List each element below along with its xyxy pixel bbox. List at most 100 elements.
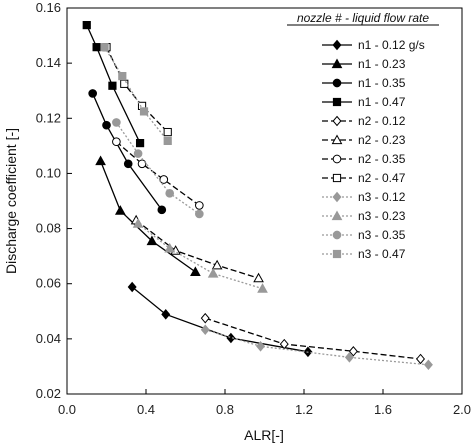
x-tick-label: 2.0 — [453, 402, 471, 417]
data-point — [95, 155, 106, 166]
legend-label: n2 - 0.23 — [358, 133, 406, 147]
y-tick-label: 0.06 — [36, 276, 61, 291]
y-tick-label: 0.02 — [36, 386, 61, 401]
data-point — [127, 281, 137, 293]
data-point — [165, 188, 175, 198]
x-tick-label: 0.8 — [216, 402, 234, 417]
data-point — [100, 43, 109, 52]
legend-label: n3 - 0.12 — [358, 190, 406, 204]
series-11 — [100, 43, 172, 145]
data-point — [92, 43, 101, 52]
y-tick-label: 0.10 — [36, 165, 61, 180]
data-point — [139, 107, 149, 116]
data-point — [108, 81, 117, 90]
data-point — [163, 136, 172, 145]
x-axis: 0.0 0.4 0.8 1.2 1.6 2.0 — [58, 389, 471, 417]
data-point — [137, 159, 147, 169]
plot-area — [66, 7, 463, 395]
data-point — [163, 127, 172, 137]
legend-title: nozzle # - liquid flow rate — [297, 11, 429, 25]
data-point — [118, 72, 127, 81]
data-point — [348, 345, 358, 357]
legend-marker — [332, 249, 342, 259]
x-tick-label: 1.6 — [374, 402, 392, 417]
x-tick-label: 0.0 — [58, 402, 76, 417]
data-point — [256, 341, 266, 352]
data-point — [211, 259, 223, 270]
y-tick-label: 0.16 — [36, 0, 61, 15]
legend-marker — [332, 115, 342, 127]
series-line — [86, 24, 141, 144]
data-point — [102, 120, 111, 130]
data-point — [88, 89, 98, 98]
data-point — [82, 20, 91, 30]
legend-marker — [332, 191, 342, 203]
legend-label: n1 - 0.35 — [358, 76, 406, 90]
y-tick-label: 0.14 — [36, 55, 61, 70]
legend-label: n2 - 0.47 — [358, 171, 406, 185]
x-tick-label: 0.4 — [137, 402, 155, 417]
legend-item: n2 - 0.35 — [322, 152, 406, 166]
data-point — [416, 353, 426, 365]
data-point — [135, 139, 145, 148]
data-point — [423, 359, 433, 371]
legend-marker — [331, 58, 343, 69]
data-point — [132, 218, 144, 228]
data-point — [112, 137, 121, 147]
x-tick-label: 1.2 — [295, 402, 313, 417]
legend-marker — [332, 154, 342, 164]
series-4 — [200, 312, 426, 365]
legend-label: n2 - 0.35 — [358, 152, 406, 166]
data-point — [123, 159, 133, 169]
legend-marker — [332, 39, 342, 51]
legend-item: n2 - 0.12 — [322, 114, 406, 128]
data-point — [114, 205, 126, 215]
data-point — [253, 272, 264, 283]
legend-marker — [332, 78, 342, 88]
legend-label: n3 - 0.47 — [358, 247, 406, 261]
y-tick-label: 0.12 — [36, 110, 61, 125]
legend-marker — [332, 173, 342, 183]
data-point — [190, 266, 201, 276]
data-point — [200, 312, 210, 324]
series-8 — [200, 324, 433, 371]
legend-label: n3 - 0.23 — [358, 209, 406, 223]
legend-item: n1 - 0.35 — [322, 76, 406, 90]
legend-item: n1 - 0.12 g/s — [322, 38, 425, 52]
legend-item: n3 - 0.23 — [322, 209, 406, 223]
series-line — [137, 223, 263, 290]
data-point — [200, 324, 210, 336]
series-line — [103, 46, 169, 142]
series-line — [131, 286, 309, 353]
data-point — [120, 79, 129, 88]
data-point — [146, 235, 158, 246]
y-tick-label: 0.04 — [36, 331, 61, 346]
legend-item: n3 - 0.12 — [322, 190, 406, 204]
series-10 — [112, 118, 204, 219]
legend: nozzle # - liquid flow rate n1 - 0.12 g/… — [287, 11, 439, 261]
legend-item: n1 - 0.23 — [322, 57, 406, 71]
legend-label: n3 - 0.35 — [358, 228, 406, 242]
y-axis-title: Discharge coefficient [-] — [3, 128, 19, 274]
data-point — [159, 175, 169, 184]
legend-marker — [331, 134, 343, 145]
data-point — [157, 205, 167, 215]
data-point — [161, 309, 171, 320]
legend-marker — [331, 210, 343, 221]
data-point — [112, 118, 121, 127]
data-point — [344, 352, 354, 363]
series-line — [205, 329, 429, 366]
series-3 — [82, 20, 145, 148]
series-line — [205, 317, 421, 360]
data-point — [207, 267, 219, 278]
legend-item: n2 - 0.23 — [322, 133, 406, 147]
data-point — [257, 283, 268, 293]
legend-label: n1 - 0.23 — [358, 57, 406, 71]
y-axis: 0.02 0.04 0.06 0.08 0.10 0.12 0.14 0.16 — [36, 0, 72, 401]
data-point — [195, 209, 204, 219]
legend-label: n1 - 0.47 — [358, 95, 406, 109]
series-layer — [82, 20, 433, 371]
series-9 — [132, 218, 268, 293]
legend-item: n3 - 0.35 — [322, 228, 406, 242]
